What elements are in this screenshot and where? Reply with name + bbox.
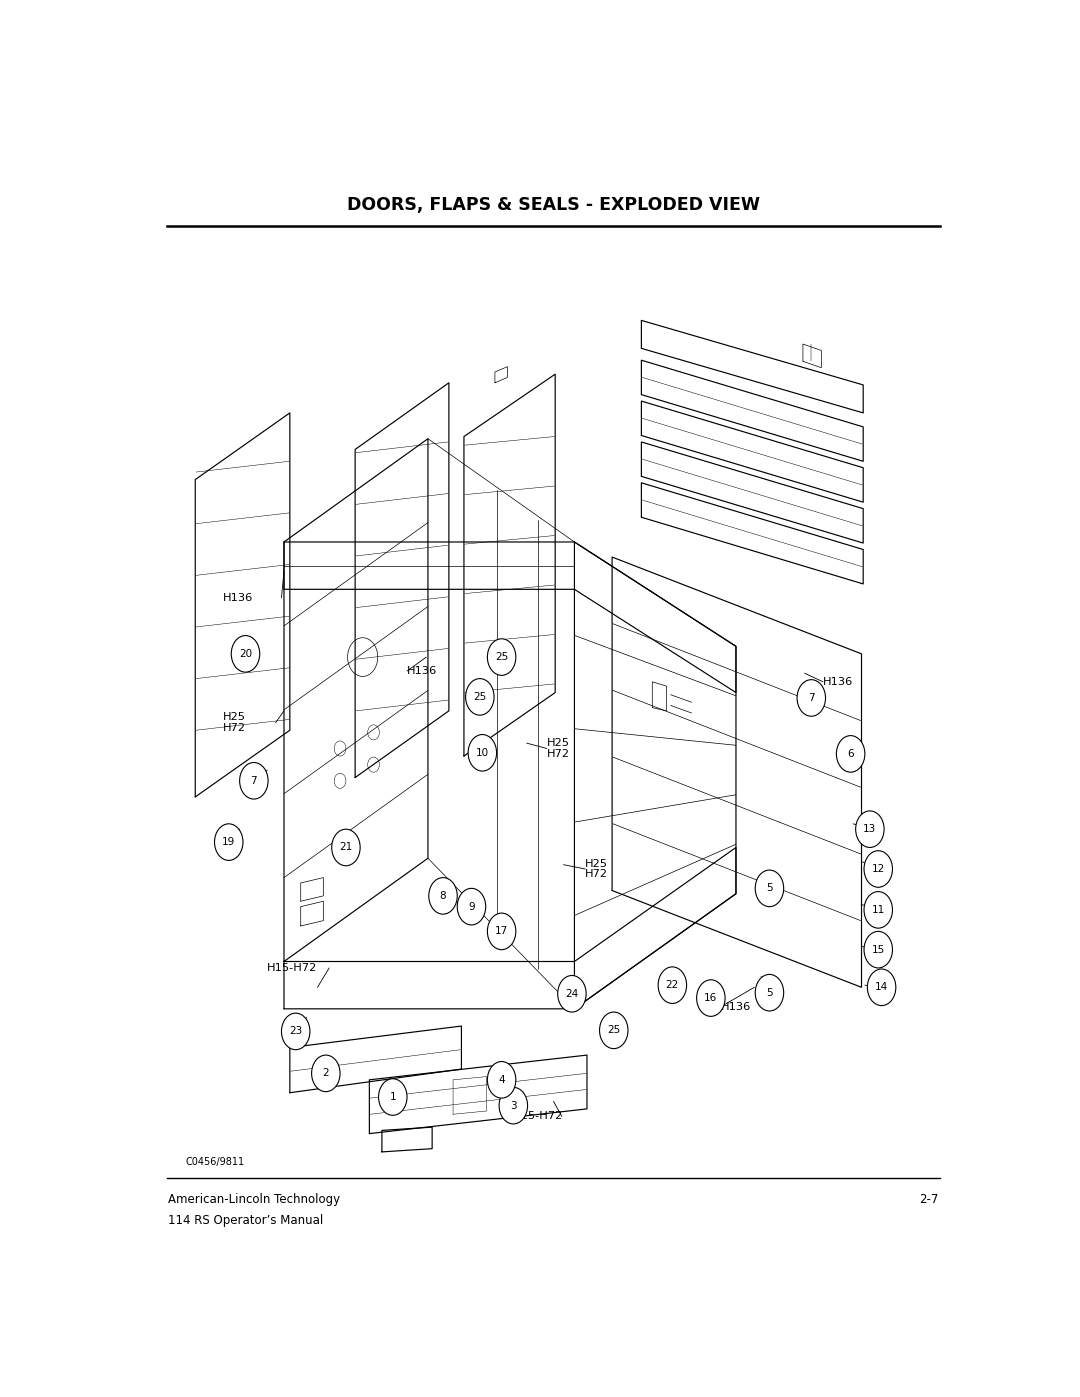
Text: 14: 14	[875, 982, 888, 992]
Text: American-Lincoln Technology: American-Lincoln Technology	[168, 1193, 340, 1206]
Circle shape	[215, 824, 243, 861]
Text: 16: 16	[704, 993, 717, 1003]
Circle shape	[231, 636, 259, 672]
Circle shape	[599, 1011, 627, 1049]
Circle shape	[864, 891, 892, 928]
Circle shape	[797, 680, 825, 717]
Text: 9: 9	[468, 901, 475, 912]
Text: 25: 25	[495, 652, 509, 662]
Text: 114 RS Operator’s Manual: 114 RS Operator’s Manual	[168, 1214, 324, 1228]
Text: 12: 12	[872, 863, 885, 875]
Text: 20: 20	[239, 648, 252, 659]
Text: C0456/9811: C0456/9811	[186, 1157, 244, 1166]
Circle shape	[487, 1062, 516, 1098]
Text: DOORS, FLAPS & SEALS - EXPLODED VIEW: DOORS, FLAPS & SEALS - EXPLODED VIEW	[347, 196, 760, 214]
Text: 25: 25	[473, 692, 486, 701]
Circle shape	[864, 851, 892, 887]
Text: H25
H72: H25 H72	[585, 859, 608, 879]
Circle shape	[755, 870, 784, 907]
Circle shape	[557, 975, 586, 1011]
Circle shape	[282, 1013, 310, 1049]
Circle shape	[499, 1087, 527, 1125]
Text: 6: 6	[848, 749, 854, 759]
Text: H25
H72: H25 H72	[546, 738, 570, 759]
Circle shape	[836, 736, 865, 773]
Text: H15-H72: H15-H72	[267, 963, 318, 972]
Circle shape	[332, 830, 360, 866]
Circle shape	[312, 1055, 340, 1091]
Circle shape	[457, 888, 486, 925]
Text: 10: 10	[476, 747, 489, 757]
Text: 22: 22	[665, 981, 679, 990]
Circle shape	[487, 638, 516, 675]
Circle shape	[867, 970, 895, 1006]
Text: 5: 5	[766, 883, 773, 893]
Text: H136: H136	[407, 666, 437, 676]
Text: 1: 1	[390, 1092, 396, 1102]
Circle shape	[487, 914, 516, 950]
Text: 13: 13	[863, 824, 877, 834]
Circle shape	[864, 932, 892, 968]
Text: H25
H72: H25 H72	[222, 712, 246, 733]
Text: H136: H136	[222, 592, 253, 604]
Text: 23: 23	[289, 1027, 302, 1037]
Circle shape	[755, 975, 784, 1011]
Circle shape	[697, 979, 725, 1017]
Circle shape	[379, 1078, 407, 1115]
Text: 4: 4	[498, 1074, 505, 1085]
Text: 15: 15	[872, 944, 885, 954]
Text: 17: 17	[495, 926, 509, 936]
Circle shape	[855, 810, 885, 848]
Text: 11: 11	[872, 905, 885, 915]
Text: 7: 7	[808, 693, 814, 703]
Text: 24: 24	[565, 989, 579, 999]
Circle shape	[658, 967, 687, 1003]
Text: 21: 21	[339, 842, 352, 852]
Circle shape	[429, 877, 457, 914]
Text: 5: 5	[766, 988, 773, 997]
Text: H136: H136	[721, 1002, 752, 1011]
Text: 7: 7	[251, 775, 257, 785]
Circle shape	[468, 735, 497, 771]
Text: 8: 8	[440, 891, 446, 901]
Text: 19: 19	[222, 837, 235, 847]
Circle shape	[240, 763, 268, 799]
Circle shape	[465, 679, 494, 715]
Text: 25: 25	[607, 1025, 620, 1035]
Text: H15-H72: H15-H72	[513, 1112, 564, 1122]
Text: 2-7: 2-7	[919, 1193, 939, 1206]
Text: 3: 3	[510, 1101, 516, 1111]
Text: 2: 2	[323, 1069, 329, 1078]
Text: H136: H136	[823, 676, 853, 687]
